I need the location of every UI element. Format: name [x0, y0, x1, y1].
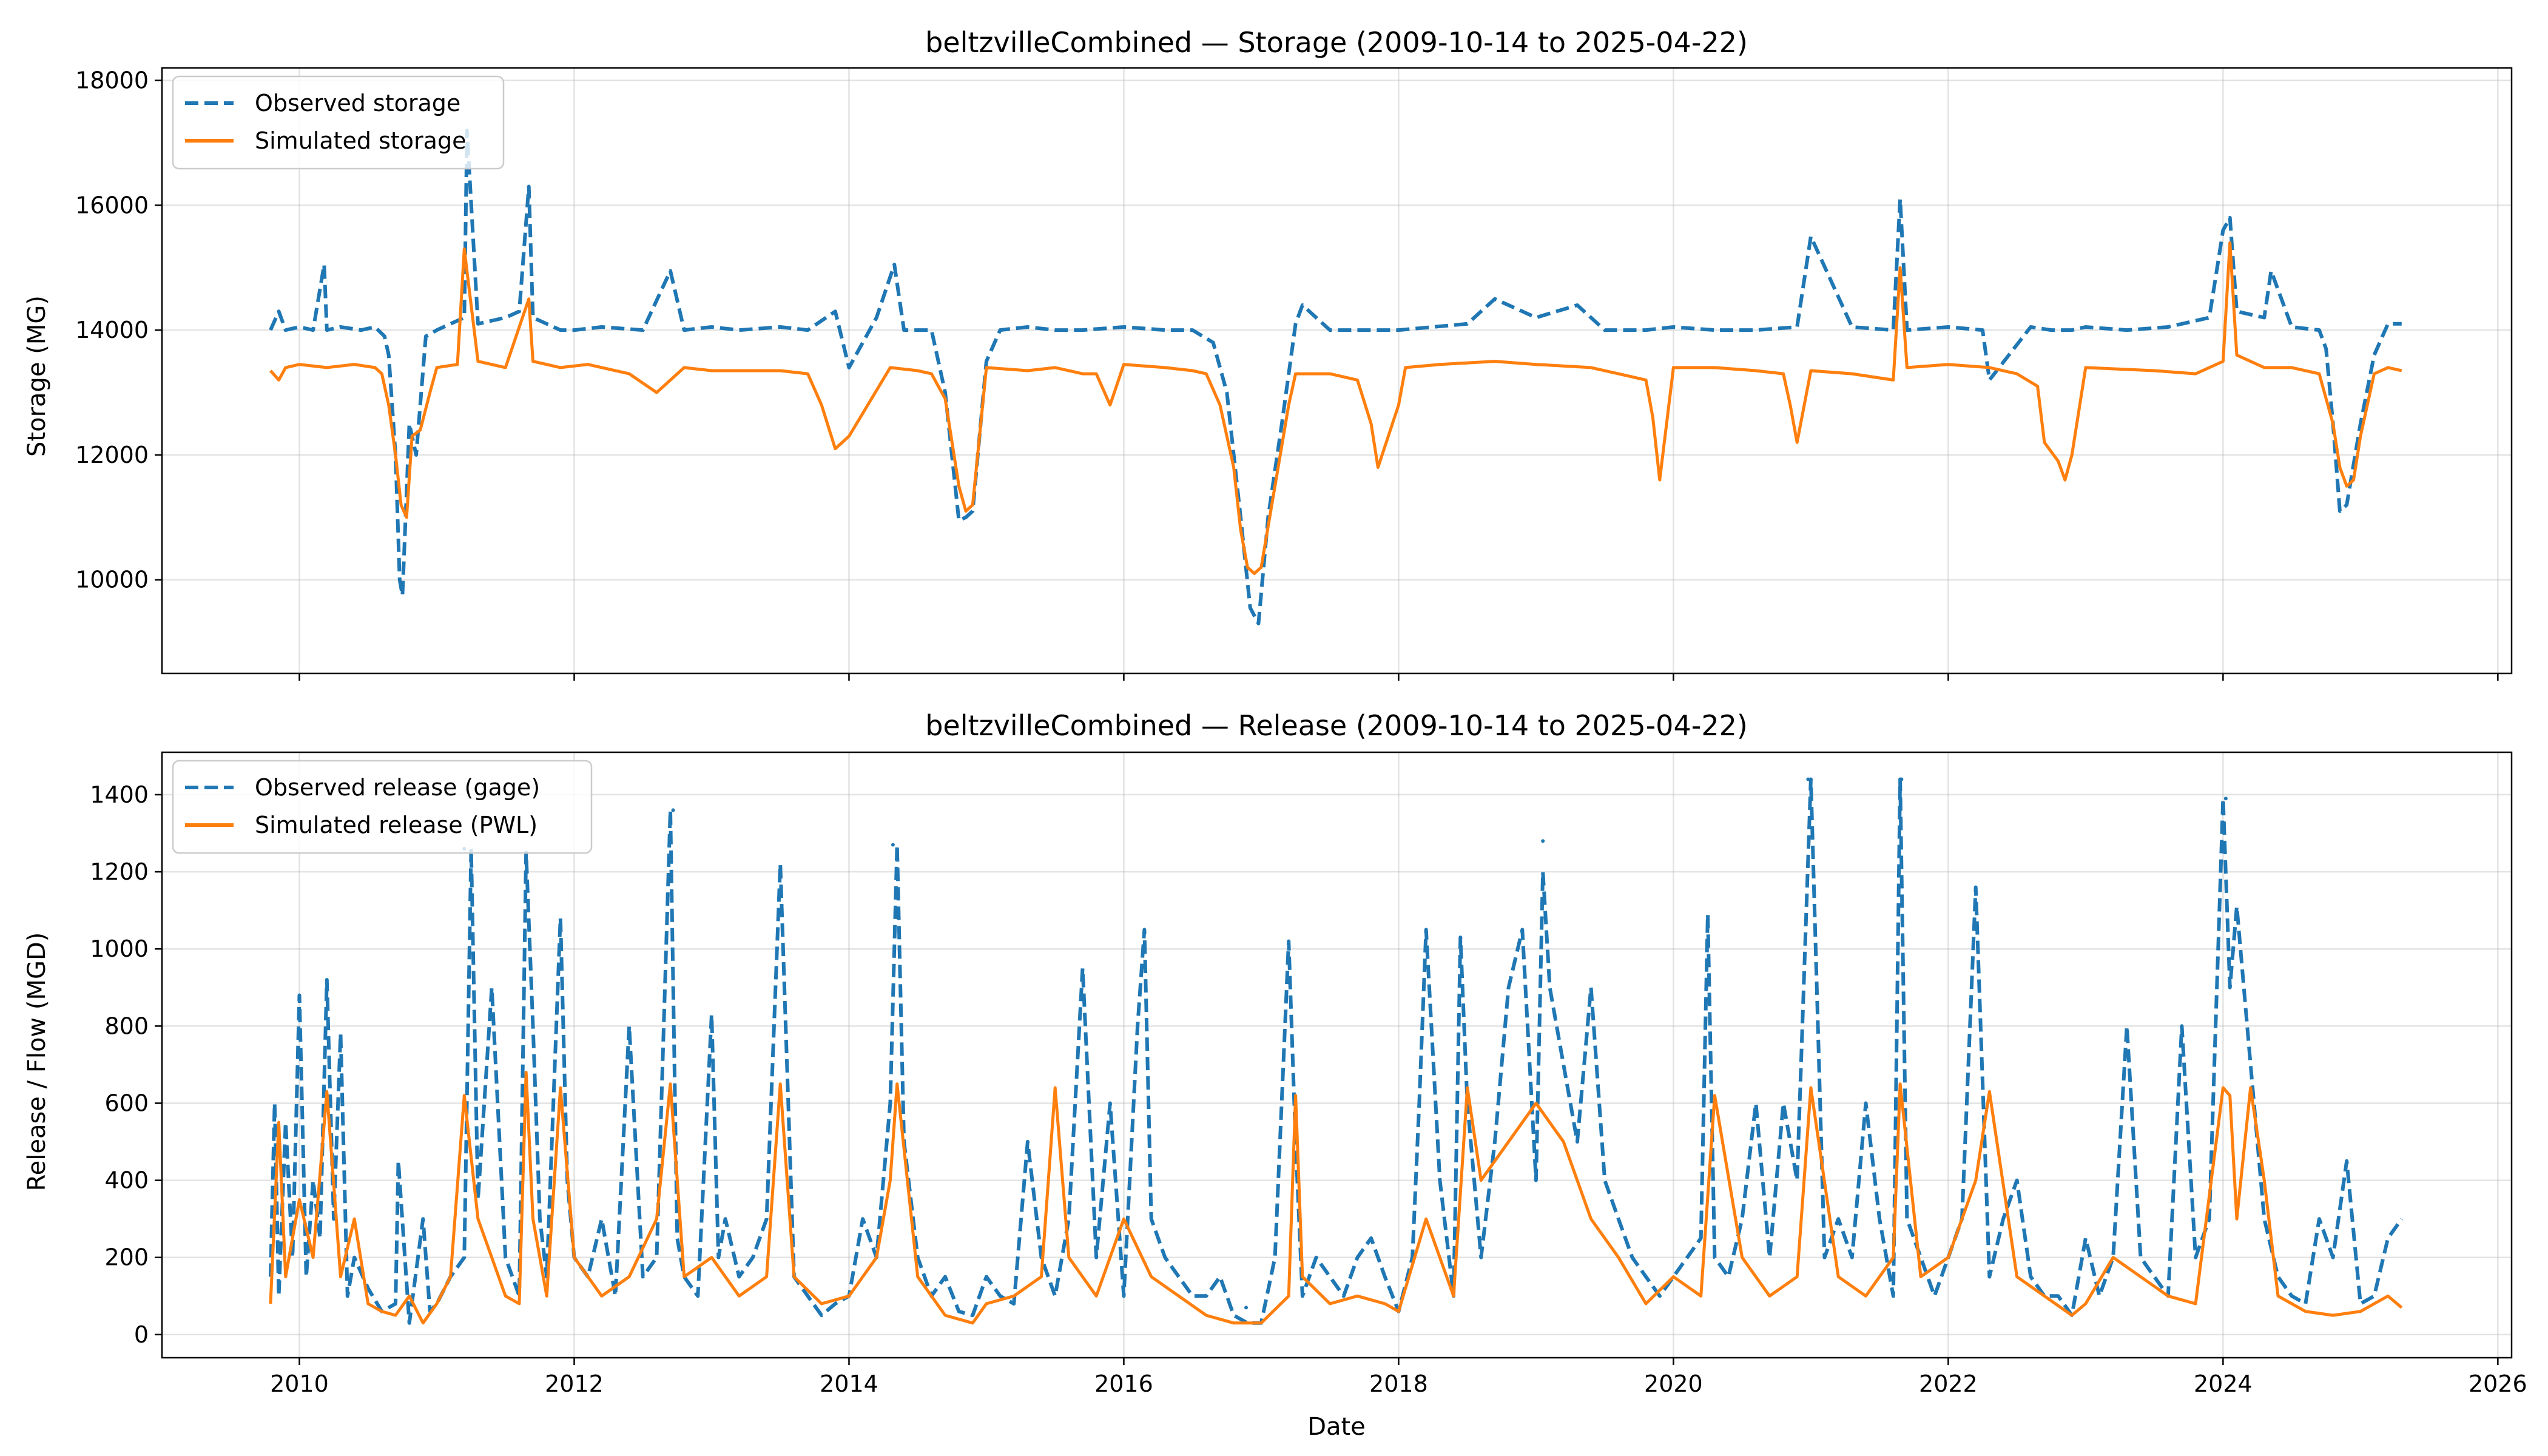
series-peak-point — [2223, 797, 2228, 801]
series-line-simulated-release-pwl — [269, 1071, 2403, 1325]
series-line-observed-storage — [269, 128, 2402, 625]
release-axis-ticks: 2010 2012 2014 2016 2018 2020 2022 2024 2026 0 200… — [90, 781, 2527, 1397]
storage-axis-ticks: 10000 12000 14000 16000 18000 — [75, 67, 2499, 681]
release-legend-box — [172, 760, 593, 854]
y-tick-label: 18000 — [75, 67, 149, 94]
legend-label-simulated-storage: Simulated storage — [255, 127, 466, 154]
legend-label-observed-release: Observed release (gage) — [255, 774, 540, 801]
y-tick-label: 1400 — [90, 781, 149, 808]
release-plot-frame — [161, 751, 2513, 1359]
series-line-observed-release-gage — [268, 777, 2404, 1325]
series-peak-point — [1899, 777, 1904, 781]
storage-y-axis-label: Storage (MG) — [23, 295, 51, 457]
x-tick-label: 2026 — [2469, 1370, 2527, 1397]
storage-legend: Observed storage Simulated storage — [172, 75, 505, 170]
x-tick-label: 2020 — [1644, 1370, 1703, 1397]
storage-series — [269, 128, 2402, 625]
release-chart-title: beltzvilleCombined — Release (2009-10-14… — [925, 709, 1748, 742]
x-tick-label: 2014 — [820, 1370, 878, 1397]
release-series — [268, 777, 2404, 1325]
x-tick-label: 2012 — [545, 1370, 604, 1397]
x-tick-label: 2016 — [1094, 1370, 1153, 1397]
x-tick-label: 2010 — [270, 1370, 329, 1397]
y-tick-label: 800 — [104, 1013, 149, 1039]
series-line-simulated-storage — [269, 241, 2402, 575]
x-tick-label: 2022 — [1919, 1370, 1978, 1397]
y-tick-label: 1200 — [90, 858, 149, 885]
y-tick-label: 16000 — [75, 192, 149, 218]
y-tick-label: 1000 — [90, 935, 149, 962]
release-panel: beltzvilleCombined — Release (2009-10-14… — [23, 709, 2527, 1441]
storage-grid — [162, 68, 2512, 673]
storage-legend-box — [172, 75, 505, 170]
y-tick-label: 10000 — [75, 567, 149, 593]
legend-label-observed-storage: Observed storage — [255, 90, 460, 116]
series-peak-point — [671, 808, 675, 812]
y-tick-label: 14000 — [75, 317, 149, 343]
release-legend: Observed release (gage) Simulated releas… — [172, 760, 593, 854]
y-tick-label: 12000 — [75, 442, 149, 468]
y-tick-label: 0 — [134, 1321, 149, 1348]
x-tick-label: 2024 — [2194, 1370, 2253, 1397]
x-tick-label: 2018 — [1369, 1370, 1428, 1397]
series-peak-point — [1806, 777, 1810, 781]
release-y-axis-label: Release / Flow (MGD) — [23, 932, 51, 1191]
series-peak-point — [891, 843, 895, 847]
storage-chart-title: beltzvilleCombined — Storage (2009-10-14… — [925, 26, 1748, 59]
storage-plot-frame — [161, 67, 2513, 675]
y-tick-label: 400 — [104, 1167, 149, 1194]
x-axis-label: Date — [1307, 1413, 1366, 1441]
legend-label-simulated-release: Simulated release (PWL) — [255, 812, 538, 838]
y-tick-label: 600 — [104, 1090, 149, 1116]
y-tick-label: 200 — [104, 1244, 149, 1271]
storage-panel: beltzvilleCombined — Storage (2009-10-14… — [23, 26, 2513, 681]
series-peak-point — [1244, 1306, 1249, 1310]
series-peak-point — [1541, 839, 1545, 843]
